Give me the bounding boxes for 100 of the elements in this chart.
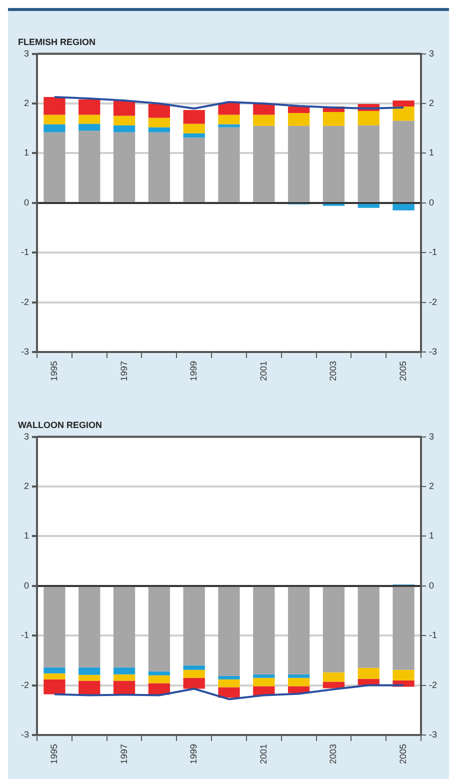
bar xyxy=(253,104,275,115)
bar xyxy=(183,138,205,202)
y-tick-label: 0 xyxy=(24,580,29,590)
x-tick-label: 2005 xyxy=(398,360,408,382)
x-tick-label: 2001 xyxy=(258,744,268,764)
x-tick-label: 1995 xyxy=(48,360,59,382)
y-tick-label: -3 xyxy=(20,729,29,740)
bar xyxy=(113,101,136,116)
bar xyxy=(358,668,380,679)
bar xyxy=(183,133,205,138)
bar xyxy=(218,127,240,202)
y-tick-label: 3 xyxy=(24,431,29,442)
y2-tick-label: 3 xyxy=(429,431,434,442)
bar xyxy=(44,132,66,202)
chart-title: WALLOON REGION xyxy=(18,420,102,430)
y2-tick-label: -3 xyxy=(429,346,438,356)
y-tick-label: -2 xyxy=(20,680,29,690)
bar xyxy=(218,114,240,124)
bar xyxy=(288,126,310,202)
bar xyxy=(358,110,380,126)
y-tick-label: -3 xyxy=(20,346,29,356)
chart-title: FLEMISH REGION xyxy=(18,36,96,47)
bar xyxy=(253,114,275,126)
bar xyxy=(78,130,100,202)
bar xyxy=(322,112,345,126)
y2-tick-label: -1 xyxy=(429,247,438,258)
x-tick-label: 2001 xyxy=(258,360,268,382)
bar xyxy=(288,112,310,126)
y2-tick-label: 0 xyxy=(429,197,434,208)
y-tick-label: -2 xyxy=(20,296,29,307)
y-tick-label: 1 xyxy=(24,530,29,541)
bar xyxy=(44,114,66,124)
y2-tick-label: 3 xyxy=(429,48,434,58)
bar xyxy=(218,124,240,128)
x-tick-label: 2005 xyxy=(398,744,408,764)
bar xyxy=(183,678,205,689)
bar xyxy=(44,97,66,115)
y2-tick-label: 2 xyxy=(429,480,434,491)
y2-tick-label: -2 xyxy=(429,680,438,690)
bar xyxy=(113,586,136,668)
bar xyxy=(253,674,275,678)
bar xyxy=(253,126,275,202)
bar xyxy=(44,679,66,694)
bar xyxy=(288,678,310,686)
bar xyxy=(392,670,414,680)
bar xyxy=(44,124,66,132)
y-tick-label: 2 xyxy=(24,98,29,108)
bar xyxy=(218,586,240,676)
bar xyxy=(288,586,310,674)
bar xyxy=(148,104,170,118)
bar xyxy=(113,132,136,202)
bar xyxy=(183,665,205,670)
x-tick-label: 2003 xyxy=(328,360,338,382)
x-tick-label: 1999 xyxy=(188,360,199,382)
y2-tick-label: 2 xyxy=(429,98,434,108)
y2-tick-label: -1 xyxy=(429,630,438,640)
bar xyxy=(253,678,275,686)
bar xyxy=(392,120,414,202)
x-tick-label: 1997 xyxy=(118,744,129,764)
bar xyxy=(148,671,170,676)
bar xyxy=(183,670,205,678)
bar xyxy=(322,126,345,202)
bar xyxy=(218,679,240,688)
bar xyxy=(288,106,310,113)
bar xyxy=(113,674,136,681)
bar xyxy=(78,674,100,681)
y-tick-label: 2 xyxy=(24,480,29,491)
x-tick-label: 1995 xyxy=(48,744,59,764)
bar xyxy=(44,586,66,668)
y-tick-label: 1 xyxy=(24,148,29,158)
bar xyxy=(253,586,275,674)
bar xyxy=(113,667,136,674)
bar xyxy=(183,586,205,666)
bar xyxy=(218,687,240,698)
y2-tick-label: -3 xyxy=(429,729,438,740)
bar xyxy=(358,586,380,668)
bar xyxy=(358,125,380,202)
bar xyxy=(148,118,170,128)
bar xyxy=(148,675,170,684)
bar xyxy=(78,124,100,131)
bar xyxy=(44,667,66,674)
y-tick-label: -1 xyxy=(20,247,29,258)
y-tick-label: -1 xyxy=(20,630,29,640)
bar xyxy=(78,667,100,675)
bar xyxy=(78,680,100,695)
bar xyxy=(44,673,66,680)
bar xyxy=(392,586,414,670)
bar xyxy=(148,132,170,202)
bar xyxy=(113,125,136,132)
bar xyxy=(288,674,310,678)
bar xyxy=(392,106,414,121)
bar xyxy=(78,586,100,668)
bar xyxy=(322,682,345,688)
y2-tick-label: 0 xyxy=(429,580,434,590)
bar xyxy=(322,586,345,672)
bar xyxy=(148,586,170,672)
y-tick-label: 3 xyxy=(24,48,29,58)
bar xyxy=(183,110,205,124)
y2-tick-label: 1 xyxy=(429,148,434,158)
bar xyxy=(78,100,100,115)
